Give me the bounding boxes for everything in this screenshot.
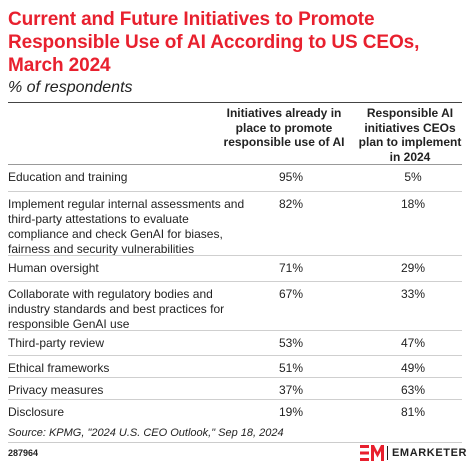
row-divider [8, 281, 462, 282]
planned-value: 33% [400, 287, 426, 301]
planned-value: 29% [400, 261, 426, 275]
top-divider [8, 102, 462, 103]
table-row: Third-party review 53% 47% [8, 331, 462, 356]
current-value: 71% [278, 261, 304, 275]
planned-value: 63% [400, 383, 426, 397]
row-label: Third-party review [8, 336, 105, 350]
table-row: Education and training 95% 5% [8, 165, 462, 192]
planned-value: 18% [400, 197, 426, 211]
table-row: Human oversight 71% 29% [8, 256, 462, 282]
table-row: Disclosure 19% 81% [8, 400, 462, 422]
header-divider [8, 164, 462, 165]
planned-value: 5% [404, 170, 422, 184]
row-divider [8, 355, 462, 356]
row-label: Privacy measures [8, 383, 104, 397]
row-label: Implement regular internal assessments a… [8, 197, 245, 256]
footer-divider [8, 442, 462, 443]
current-value: 67% [278, 287, 304, 301]
emarketer-logo-icon [360, 445, 384, 461]
row-divider [8, 377, 462, 378]
column-header-planned: Responsible AI initiatives CEOs plan to … [358, 106, 462, 164]
source-note: Source: KPMG, "2024 U.S. CEO Outlook," S… [8, 427, 284, 439]
current-value: 51% [278, 361, 304, 375]
row-label: Education and training [8, 170, 128, 184]
row-label: Human oversight [8, 261, 99, 275]
table-row: Implement regular internal assessments a… [8, 192, 462, 256]
chart-subtitle: % of respondents [8, 79, 133, 96]
logo-wordmark: EMARKETER [392, 447, 468, 459]
current-value: 82% [278, 197, 304, 211]
table-row: Collaborate with regulatory bodies and i… [8, 282, 462, 331]
row-divider [8, 191, 462, 192]
column-header-current: Initiatives already in place to promote … [223, 106, 345, 149]
current-value: 19% [278, 405, 304, 419]
chart-id: 287964 [8, 448, 39, 458]
table-row: Ethical frameworks 51% 49% [8, 356, 462, 378]
current-value: 95% [278, 170, 304, 184]
row-divider [8, 399, 462, 400]
planned-value: 47% [400, 336, 426, 350]
row-divider [8, 330, 462, 331]
row-label: Ethical frameworks [8, 361, 110, 375]
current-value: 53% [278, 336, 304, 350]
row-label: Collaborate with regulatory bodies and i… [8, 287, 225, 331]
logo-separator [387, 446, 388, 460]
chart-title: Current and Future Initiatives to Promot… [8, 9, 420, 76]
row-label: Disclosure [8, 405, 65, 419]
current-value: 37% [278, 383, 304, 397]
table-row: Privacy measures 37% 63% [8, 378, 462, 400]
planned-value: 49% [400, 361, 426, 375]
planned-value: 81% [400, 405, 426, 419]
row-divider [8, 255, 462, 256]
